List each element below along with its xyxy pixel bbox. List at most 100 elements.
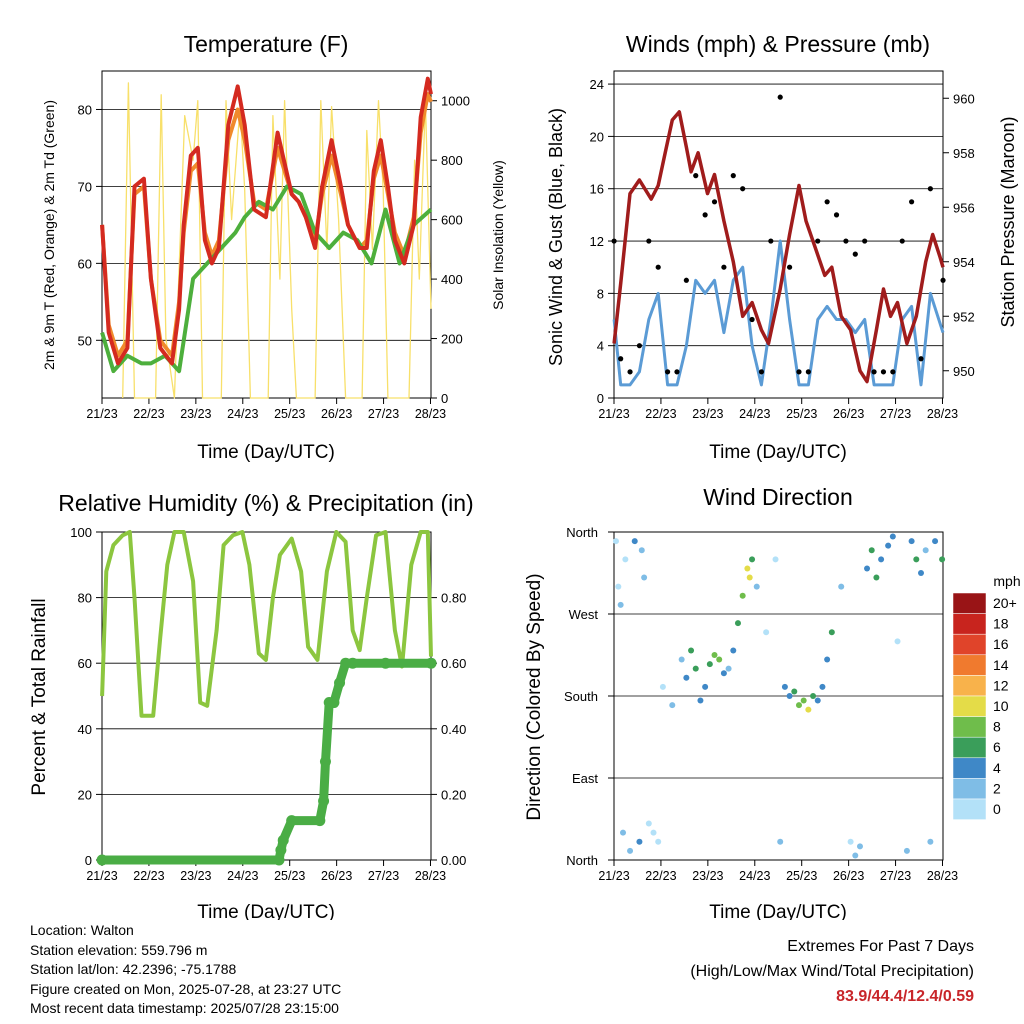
winds-ytick-label: 8 — [597, 286, 604, 301]
station-elevation: Station elevation: 559.796 m — [30, 941, 208, 958]
gust-point — [683, 277, 689, 283]
winds-y2tick-label: 960 — [953, 91, 975, 106]
gust-point — [740, 186, 746, 192]
winds-y2tick-label: 952 — [953, 309, 975, 324]
temperature-xtick-label: 27/23 — [368, 407, 399, 421]
humidity-xtick-label: 27/23 — [368, 869, 399, 883]
wind-direction-point — [697, 697, 704, 704]
wind-direction-point — [838, 583, 845, 590]
wind-direction-point — [725, 665, 732, 672]
colorbar-box — [952, 675, 987, 697]
temperature-ytick-label: 80 — [78, 102, 92, 117]
winds-ytick-label: 0 — [597, 391, 604, 406]
wind-direction-point — [683, 674, 690, 681]
wind-direction-point — [688, 647, 695, 654]
winds-xtick-label: 28/23 — [927, 407, 958, 421]
wind-direction-point — [917, 570, 924, 576]
wind-direction-point — [781, 683, 788, 690]
gust-point — [674, 369, 680, 375]
gust-point — [618, 356, 624, 362]
gust-point — [862, 238, 868, 244]
wind-direction-point — [847, 838, 854, 845]
wind-direction-point — [922, 547, 929, 554]
winds-y2tick-label: 956 — [953, 200, 975, 215]
wind-direction-point — [814, 697, 821, 704]
temperature-plot-frame — [101, 70, 432, 399]
temperature-xtick-label: 24/23 — [227, 407, 258, 421]
direction-ytick-label: East — [572, 771, 598, 786]
data-timestamp: Most recent data timestamp: 2025/07/28 2… — [30, 1000, 339, 1016]
wind-direction-point — [659, 683, 666, 690]
direction-ytick-label: North — [566, 525, 598, 540]
temperature-y2tick-label: 800 — [441, 153, 463, 168]
humidity-xtick-label: 26/23 — [321, 869, 352, 883]
wind-direction-point — [824, 656, 831, 663]
gust-point — [702, 212, 708, 218]
colorbar-box — [952, 633, 987, 656]
direction-ytick-label: North — [566, 853, 598, 868]
wind-direction-point — [873, 574, 880, 581]
humidity-title: Relative Humidity (%) & Precipitation (i… — [58, 490, 473, 516]
wind-direction-point — [795, 702, 802, 709]
wind-direction-point — [939, 556, 946, 563]
wind-direction-point — [852, 852, 859, 859]
colorbar-label: 6 — [993, 739, 1001, 755]
humidity-xtick-label: 23/23 — [180, 869, 211, 883]
winds-xtick-label: 21/23 — [598, 407, 629, 421]
t2m-line — [100, 76, 433, 366]
wind-direction-point — [763, 629, 770, 636]
extremes-values: 83.9/44.4/12.4/0.59 — [836, 988, 974, 1005]
gust-point — [824, 199, 830, 205]
gust-point — [909, 199, 915, 205]
wind-direction-point — [655, 838, 662, 845]
temperature-ytick-label: 70 — [78, 179, 92, 194]
winds-ylabel: Sonic Wind & Gust (Blue, Black) — [546, 108, 566, 366]
humidity-xtick-label: 28/23 — [415, 869, 446, 883]
winds-y2tick-label: 954 — [953, 255, 975, 270]
wind-direction-point — [903, 847, 910, 854]
gust-point — [636, 343, 643, 349]
wind-direction-point — [885, 542, 892, 549]
temperature-ylabel: 2m & 9m T (Red, Orange) & 2m Td (Green) — [41, 100, 57, 370]
direction-xtick-label: 25/23 — [786, 869, 817, 883]
direction-ylabel: Direction (Colored By Speed) — [524, 573, 545, 820]
humidity-ytick-label: 40 — [78, 722, 92, 737]
wind-direction-point — [749, 556, 756, 563]
direction-title: Wind Direction — [703, 484, 853, 510]
winds-xtick-label: 23/23 — [692, 407, 723, 421]
wind-direction-point — [828, 629, 835, 636]
humidity-y2tick-label: 0.60 — [441, 656, 466, 671]
colorbar-label: 2 — [993, 780, 1001, 796]
temperature-xlabel: Time (Day/UTC) — [197, 442, 335, 463]
direction-xtick-label: 27/23 — [880, 869, 911, 883]
temperature-y2tick-label: 200 — [441, 332, 463, 347]
winds-xtick-label: 27/23 — [880, 407, 911, 421]
temperature-y2tick-label: 1000 — [441, 94, 470, 109]
wind-direction-point — [864, 565, 871, 572]
wind-direction-point — [730, 647, 737, 654]
humidity-y2tick-label: 0.20 — [441, 787, 466, 802]
colorbar-label: 10 — [993, 698, 1009, 714]
humidity-xtick-label: 21/23 — [86, 869, 117, 883]
direction-ytick-label: West — [569, 607, 599, 622]
wind-direction-point — [620, 829, 627, 836]
colorbar-box — [952, 757, 987, 779]
gust-point — [927, 186, 933, 192]
colorbar-box — [952, 778, 987, 800]
direction-xlabel: Time (Day/UTC) — [709, 902, 847, 920]
wind-direction-point — [913, 556, 920, 563]
temperature-y2tick-label: 400 — [441, 272, 463, 287]
gust-point — [758, 369, 765, 375]
temperature-xtick-label: 23/23 — [180, 407, 211, 421]
colorbar-label: 4 — [993, 760, 1001, 776]
direction-xtick-label: 21/23 — [598, 869, 629, 883]
colorbar-title: mph — [993, 573, 1020, 589]
gust-point — [815, 238, 821, 244]
humidity-xtick-label: 24/23 — [227, 869, 258, 883]
gust-point — [833, 212, 840, 218]
td2m-line — [100, 184, 433, 374]
wind-direction-point — [746, 574, 753, 581]
humidity-y2tick-label: 0.80 — [441, 591, 466, 606]
station-info: Location: Walton Station elevation: 559.… — [30, 921, 341, 1019]
gust-point — [805, 369, 811, 375]
